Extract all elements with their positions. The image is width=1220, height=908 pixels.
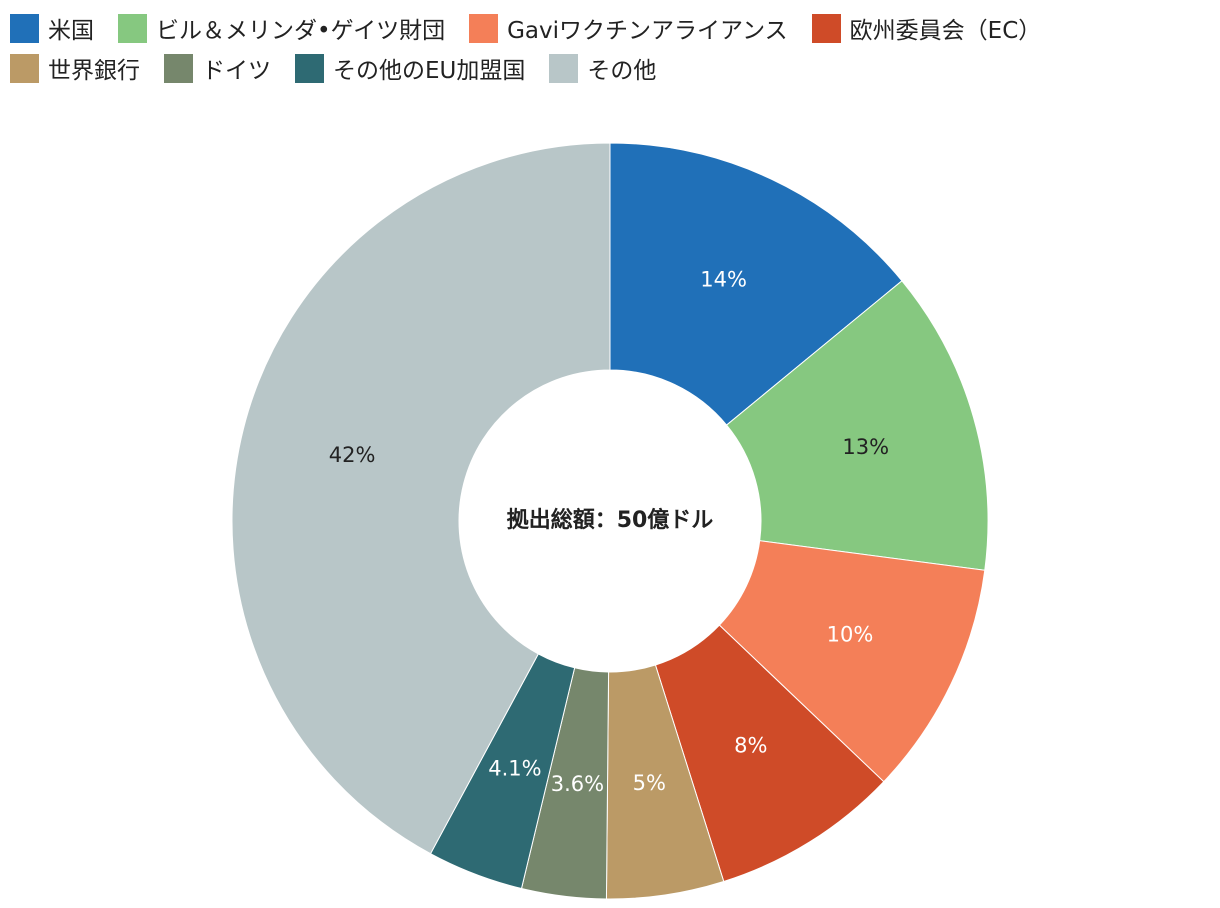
legend-item-other: その他 bbox=[549, 51, 656, 85]
slice-label-gates-foundation: 13% bbox=[842, 435, 889, 459]
legend-row-1: 米国 ビル＆メリンダ•ゲイツ財団 Gaviワクチンアライアンス 欧州委員会（EC… bbox=[10, 8, 1210, 48]
donut-slices bbox=[231, 142, 989, 900]
legend-swatch-european-commission bbox=[811, 13, 841, 43]
legend-label-gates-foundation: ビル＆メリンダ•ゲイツ財団 bbox=[156, 18, 446, 44]
legend-label-usa: 米国 bbox=[48, 18, 94, 44]
legend-item-world-bank: 世界銀行 bbox=[10, 51, 140, 85]
legend-swatch-gates-foundation bbox=[118, 13, 147, 43]
legend-row-2: 世界銀行 ドイツ その他のEU加盟国 その他 bbox=[10, 48, 1210, 88]
legend-item-gates-foundation: ビル＆メリンダ•ゲイツ財団 bbox=[118, 11, 445, 45]
slice-labels: 14% 13% 10% 8% 5% 3.6% 4.1% 42% bbox=[329, 267, 889, 796]
legend-item-other-eu: その他のEU加盟国 bbox=[295, 51, 525, 85]
legend-item-european-commission: 欧州委員会（EC） bbox=[811, 11, 1042, 45]
legend-swatch-germany bbox=[164, 53, 193, 83]
slice-label-usa: 14% bbox=[700, 267, 747, 291]
legend-swatch-gavi bbox=[469, 13, 499, 43]
slice-label-world-bank: 5% bbox=[633, 771, 666, 795]
center-label: 拠出総額：50億ドル bbox=[507, 507, 714, 533]
legend-label-germany: ドイツ bbox=[202, 58, 271, 84]
legend-swatch-other-eu bbox=[295, 53, 324, 83]
slice-other bbox=[231, 142, 611, 855]
slice-label-germany: 3.6% bbox=[551, 772, 604, 796]
legend-swatch-other bbox=[549, 53, 579, 83]
slice-gavi bbox=[718, 540, 986, 783]
slice-label-other-eu: 4.1% bbox=[488, 756, 541, 780]
slice-gates-foundation bbox=[725, 280, 989, 571]
legend-label-other: その他 bbox=[587, 58, 657, 84]
legend-item-gavi: Gaviワクチンアライアンス bbox=[469, 11, 788, 45]
legend-label-european-commission: 欧州委員会（EC） bbox=[849, 18, 1042, 44]
slice-label-european-commission: 8% bbox=[734, 734, 767, 758]
slice-usa bbox=[609, 142, 903, 426]
slice-label-gavi: 10% bbox=[827, 623, 874, 647]
legend: 米国 ビル＆メリンダ•ゲイツ財団 Gaviワクチンアライアンス 欧州委員会（EC… bbox=[10, 8, 1210, 88]
legend-label-world-bank: 世界銀行 bbox=[48, 58, 140, 84]
legend-label-gavi: Gaviワクチンアライアンス bbox=[507, 18, 788, 44]
legend-swatch-world-bank bbox=[10, 53, 39, 83]
legend-swatch-usa bbox=[10, 13, 39, 43]
slice-label-other: 42% bbox=[329, 443, 376, 467]
legend-item-usa: 米国 bbox=[10, 11, 94, 45]
legend-label-other-eu: その他のEU加盟国 bbox=[333, 58, 526, 84]
legend-item-germany: ドイツ bbox=[164, 51, 271, 85]
